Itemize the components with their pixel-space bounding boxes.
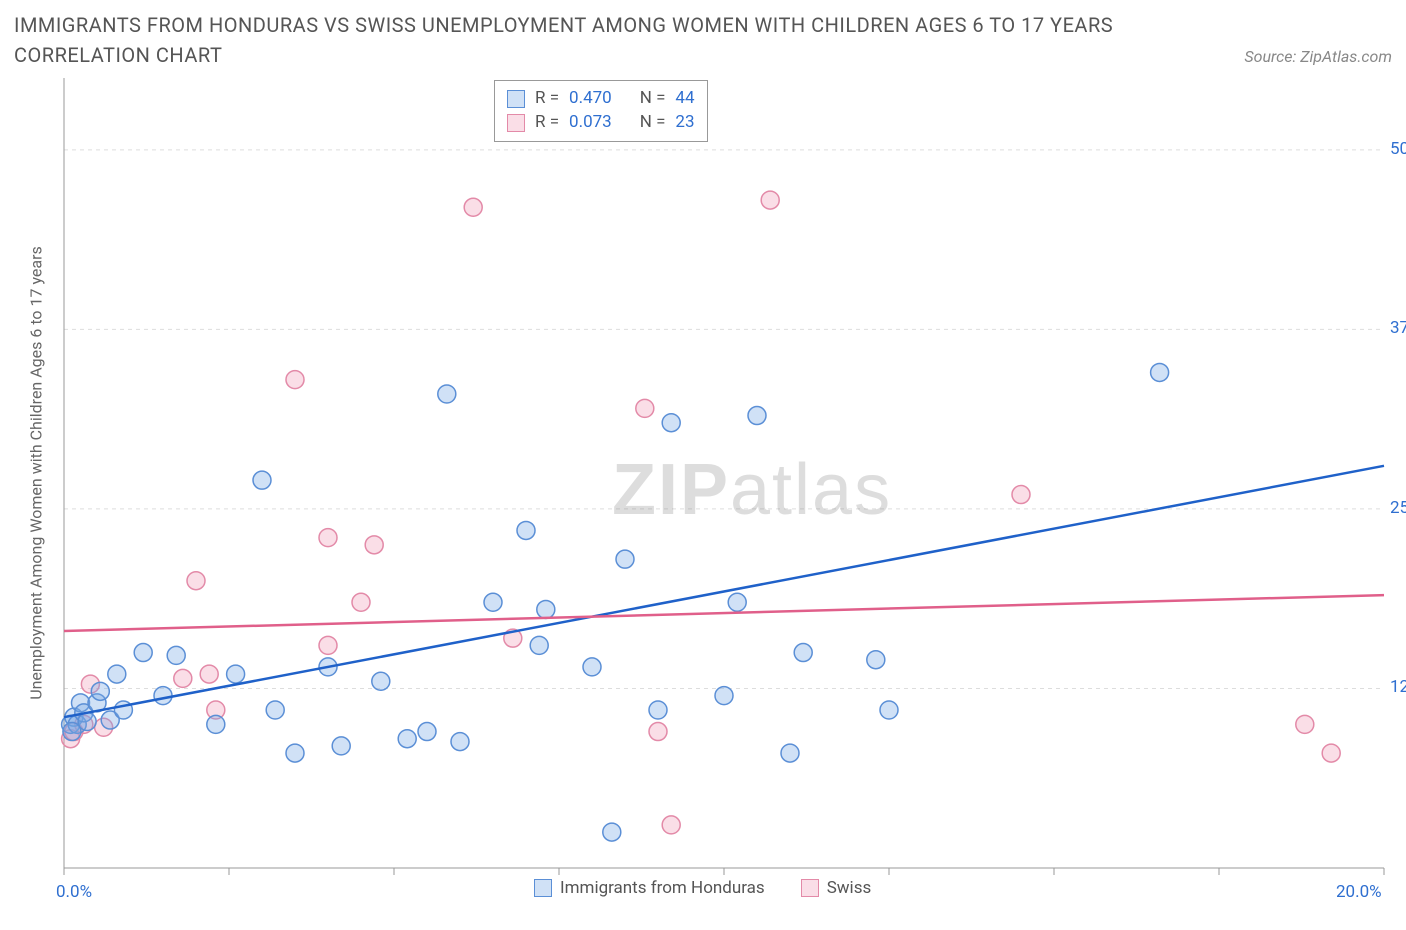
data-point-swiss — [1322, 744, 1340, 762]
r-value-honduras: 0.470 — [569, 87, 612, 111]
data-point-honduras — [794, 644, 812, 662]
chart-area: Unemployment Among Women with Children A… — [14, 78, 1406, 918]
data-point-honduras — [134, 644, 152, 662]
data-point-swiss — [319, 636, 337, 654]
data-point-honduras — [253, 471, 271, 489]
r-value-swiss: 0.073 — [569, 111, 612, 135]
legend-item-honduras: Immigrants from Honduras — [534, 878, 765, 898]
data-point-honduras — [880, 701, 898, 719]
y-tick-label: 37.5% — [1390, 318, 1406, 338]
data-point-honduras — [332, 737, 350, 755]
scatter-chart-svg — [14, 78, 1404, 918]
swatch-honduras — [507, 90, 525, 108]
stats-row-swiss: R =0.073N =23 — [507, 111, 695, 135]
data-point-swiss — [352, 593, 370, 611]
data-point-swiss — [1296, 715, 1314, 733]
data-point-honduras — [583, 658, 601, 676]
y-tick-label: 12.5% — [1390, 677, 1406, 697]
data-point-swiss — [1012, 486, 1030, 504]
data-point-honduras — [154, 687, 172, 705]
data-point-honduras — [867, 651, 885, 669]
data-point-honduras — [728, 593, 746, 611]
source-attribution: Source: ZipAtlas.com — [1244, 47, 1392, 70]
data-point-swiss — [761, 191, 779, 209]
data-point-swiss — [200, 665, 218, 683]
stats-legend: R =0.470N =44R =0.073N =23 — [494, 80, 708, 142]
data-point-honduras — [398, 730, 416, 748]
data-point-honduras — [530, 636, 548, 654]
x-tick-label: 20.0% — [1336, 882, 1382, 902]
data-point-honduras — [649, 701, 667, 719]
data-point-swiss — [319, 529, 337, 547]
data-point-honduras — [603, 823, 621, 841]
data-point-honduras — [748, 407, 766, 425]
swatch-swiss — [507, 114, 525, 132]
data-point-swiss — [636, 399, 654, 417]
data-point-honduras — [1151, 363, 1169, 381]
legend-item-swiss: Swiss — [801, 878, 872, 898]
data-point-honduras — [372, 672, 390, 690]
swatch-honduras — [534, 879, 552, 897]
data-point-honduras — [167, 646, 185, 664]
title-bar: IMMIGRANTS FROM HONDURAS VS SWISS UNEMPL… — [0, 0, 1406, 70]
data-point-honduras — [266, 701, 284, 719]
data-point-honduras — [108, 665, 126, 683]
data-point-honduras — [438, 385, 456, 403]
data-point-honduras — [484, 593, 502, 611]
data-point-swiss — [464, 198, 482, 216]
data-point-honduras — [662, 414, 680, 432]
data-point-honduras — [537, 600, 555, 618]
x-tick-label: 0.0% — [56, 882, 92, 902]
chart-title: IMMIGRANTS FROM HONDURAS VS SWISS UNEMPL… — [14, 10, 1164, 70]
data-point-honduras — [286, 744, 304, 762]
data-point-honduras — [715, 687, 733, 705]
y-axis-label: Unemployment Among Women with Children A… — [27, 246, 46, 700]
n-value-honduras: 44 — [675, 87, 694, 111]
data-point-honduras — [781, 744, 799, 762]
data-point-swiss — [187, 572, 205, 590]
data-point-honduras — [517, 521, 535, 539]
y-tick-label: 25.0% — [1390, 498, 1406, 518]
legend-label-honduras: Immigrants from Honduras — [560, 878, 765, 898]
data-point-swiss — [174, 669, 192, 687]
stats-row-honduras: R =0.470N =44 — [507, 87, 695, 111]
data-point-honduras — [418, 723, 436, 741]
trend-line-swiss — [64, 595, 1384, 631]
data-point-swiss — [649, 723, 667, 741]
swatch-swiss — [801, 879, 819, 897]
data-point-honduras — [63, 723, 81, 741]
data-point-honduras — [227, 665, 245, 683]
trend-line-honduras — [64, 466, 1384, 717]
data-point-honduras — [451, 733, 469, 751]
legend-label-swiss: Swiss — [827, 878, 872, 898]
data-point-swiss — [286, 371, 304, 389]
data-point-honduras — [616, 550, 634, 568]
data-point-swiss — [662, 816, 680, 834]
n-value-swiss: 23 — [675, 111, 694, 135]
data-point-honduras — [207, 715, 225, 733]
y-tick-label: 50.0% — [1390, 139, 1406, 159]
series-legend: Immigrants from Honduras Swiss — [534, 878, 871, 898]
data-point-honduras — [91, 682, 109, 700]
data-point-swiss — [365, 536, 383, 554]
